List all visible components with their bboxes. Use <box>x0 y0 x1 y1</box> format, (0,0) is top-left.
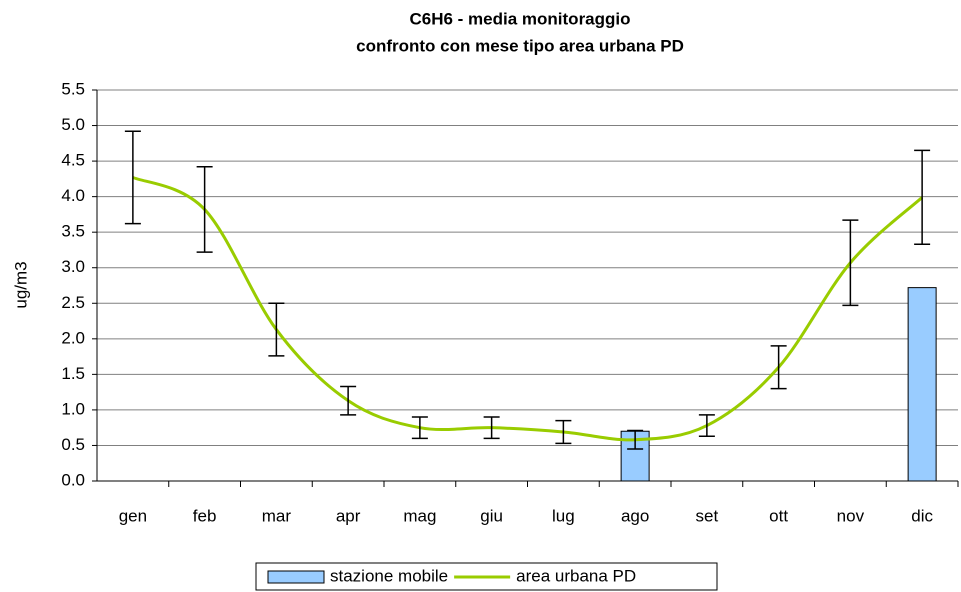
y-axis-label: ug/m3 <box>11 261 30 308</box>
x-tick-label: giu <box>480 506 503 525</box>
x-tick-label: gen <box>119 506 147 525</box>
y-tick-label: 0.0 <box>61 470 85 489</box>
error-bar <box>914 149 931 246</box>
y-tick-label: 5.5 <box>61 79 85 98</box>
legend-label: area urbana PD <box>516 566 636 585</box>
y-tick-label: 2.0 <box>61 328 85 347</box>
y-tick-label: 1.5 <box>61 364 85 383</box>
y-tick-label: 3.5 <box>61 222 85 241</box>
y-tick-label: 1.0 <box>61 399 85 418</box>
error-bar <box>196 166 213 253</box>
error-bar <box>411 416 428 440</box>
x-tick-label: nov <box>837 506 865 525</box>
y-tick-label: 4.5 <box>61 151 85 170</box>
x-tick-label: ott <box>769 506 788 525</box>
x-tick-label: lug <box>552 506 575 525</box>
line <box>132 176 924 442</box>
legend-label: stazione mobile <box>330 566 448 585</box>
error-bar <box>340 385 357 416</box>
chart-title: confronto con mese tipo area urbana PD <box>356 36 684 55</box>
y-tick-label: 2.5 <box>61 293 85 312</box>
error-bar <box>124 130 141 225</box>
y-tick-label: 4.0 <box>61 186 85 205</box>
x-tick-label: set <box>696 506 719 525</box>
error-bar <box>555 419 572 445</box>
error-bar <box>627 429 644 450</box>
chart-title: C6H6 - media monitoraggio <box>409 9 630 28</box>
x-tick-label: mag <box>403 506 436 525</box>
y-tick-label: 3.0 <box>61 257 85 276</box>
error-bar <box>770 345 787 390</box>
error-bar <box>698 414 715 437</box>
legend-swatch <box>267 570 325 584</box>
x-tick-label: apr <box>336 506 361 525</box>
x-tick-label: ago <box>621 506 649 525</box>
bar <box>907 287 937 482</box>
x-tick-label: dic <box>911 506 933 525</box>
x-tick-label: feb <box>193 506 217 525</box>
error-bar <box>842 219 859 307</box>
y-tick-label: 0.5 <box>61 435 85 454</box>
x-tick-label: mar <box>262 506 292 525</box>
y-tick-label: 5.0 <box>61 115 85 134</box>
error-bar <box>268 302 285 357</box>
error-bar <box>483 416 500 440</box>
